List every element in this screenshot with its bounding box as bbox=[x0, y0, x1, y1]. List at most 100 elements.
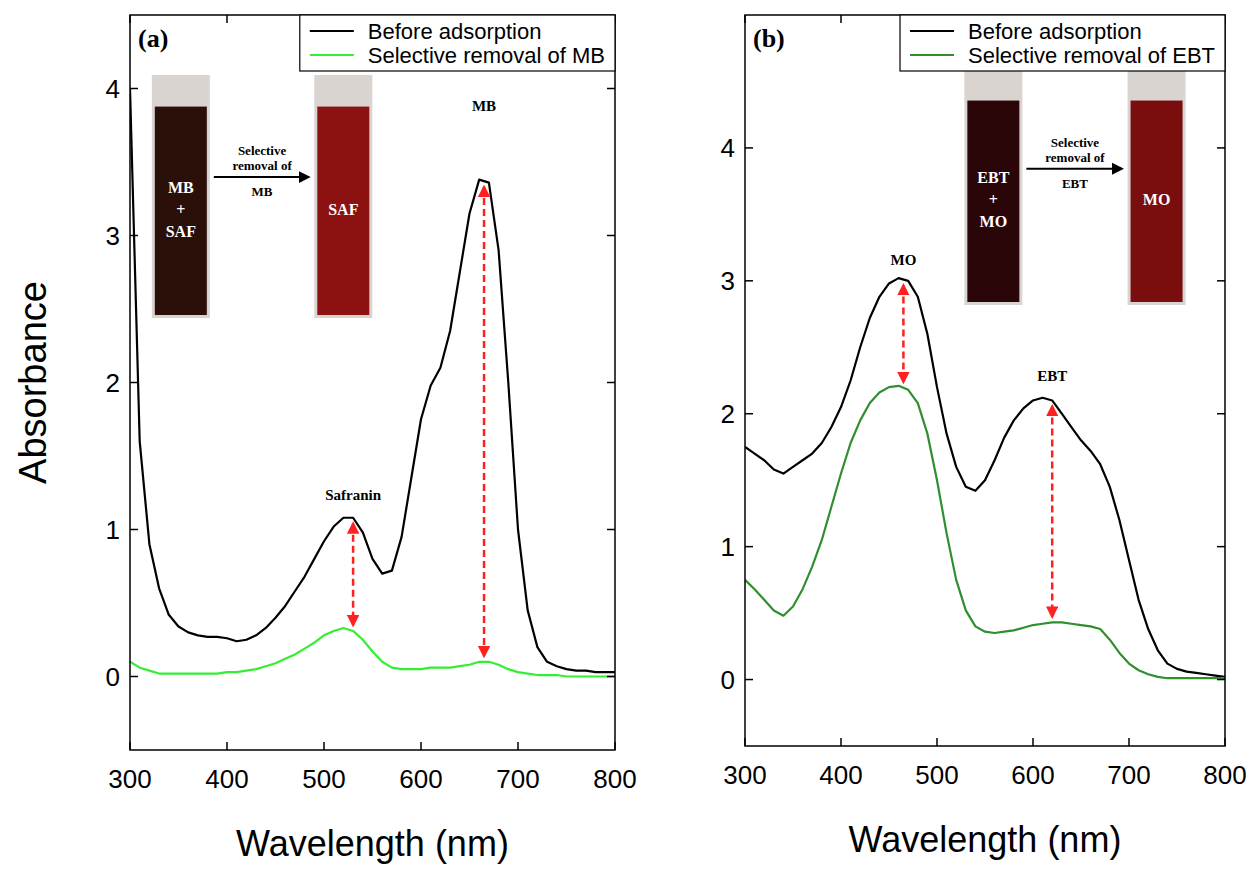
x-axis-title: Wavelength (nm) bbox=[236, 823, 509, 864]
cuvette-liquid bbox=[1131, 101, 1183, 302]
inset-label: Selective bbox=[1051, 135, 1100, 150]
legend-swatch bbox=[910, 54, 954, 56]
y-tick-label: 0 bbox=[106, 662, 120, 692]
spectrum-line bbox=[745, 386, 1225, 678]
peak-label: MB bbox=[472, 98, 496, 114]
y-tick-label: 4 bbox=[721, 133, 735, 163]
x-tick bbox=[226, 15, 228, 23]
x-tick bbox=[1224, 738, 1226, 746]
legend-swatch bbox=[310, 54, 354, 56]
x-tick bbox=[517, 742, 519, 750]
spectrum-line bbox=[745, 278, 1225, 677]
inset-text: SAF bbox=[328, 201, 358, 218]
y-tick bbox=[1217, 679, 1225, 681]
x-tick-label: 500 bbox=[915, 760, 958, 790]
x-tick bbox=[1128, 738, 1130, 746]
inset-label: EBT bbox=[1062, 176, 1088, 191]
change-arrow bbox=[1051, 406, 1054, 616]
series-group bbox=[130, 89, 615, 677]
y-tick bbox=[607, 88, 615, 90]
y-tick bbox=[607, 676, 615, 678]
inset-label: MB bbox=[252, 184, 273, 199]
x-tick bbox=[226, 742, 228, 750]
x-tick-label: 300 bbox=[723, 760, 766, 790]
x-axis-title: Wavelength (nm) bbox=[849, 819, 1122, 860]
inset-label: Selective bbox=[238, 143, 287, 158]
change-arrow bbox=[902, 285, 905, 381]
cuvette bbox=[152, 75, 210, 318]
x-tick bbox=[1032, 738, 1034, 746]
y-tick-label: 3 bbox=[721, 266, 735, 296]
x-tick-label: 800 bbox=[1203, 760, 1246, 790]
x-tick-label: 600 bbox=[399, 764, 442, 794]
plot-frame bbox=[130, 15, 615, 750]
x-tick bbox=[840, 15, 842, 23]
y-axis-title: Absorbance bbox=[12, 281, 54, 484]
y-tick-label: 3 bbox=[106, 221, 120, 251]
panel: 30040050060070080001234Wavelength (nm)Ab… bbox=[12, 15, 637, 864]
panel: 30040050060070080001234Wavelength (nm)(b… bbox=[721, 15, 1247, 860]
x-tick bbox=[420, 742, 422, 750]
x-tick bbox=[744, 738, 746, 746]
y-tick-label: 1 bbox=[721, 532, 735, 562]
legend-label: Selective removal of MB bbox=[368, 43, 605, 68]
x-tick-label: 800 bbox=[593, 764, 636, 794]
inset-text: MO bbox=[1143, 191, 1171, 208]
x-tick bbox=[614, 742, 616, 750]
y-tick bbox=[745, 546, 753, 548]
x-tick-label: 300 bbox=[108, 764, 151, 794]
y-tick bbox=[1217, 147, 1225, 149]
x-tick bbox=[323, 742, 325, 750]
x-tick-label: 700 bbox=[496, 764, 539, 794]
legend-box bbox=[300, 15, 615, 71]
y-tick bbox=[130, 676, 138, 678]
y-tick-label: 1 bbox=[106, 515, 120, 545]
x-tick bbox=[744, 15, 746, 23]
panel-label: (b) bbox=[753, 24, 785, 53]
inset-label: removal of bbox=[232, 158, 292, 173]
peak-label: EBT bbox=[1037, 368, 1067, 384]
y-tick bbox=[745, 679, 753, 681]
x-tick-label: 600 bbox=[1011, 760, 1054, 790]
peak-label: MO bbox=[890, 252, 916, 268]
x-tick-label: 400 bbox=[819, 760, 862, 790]
x-tick bbox=[129, 742, 131, 750]
y-tick bbox=[745, 147, 753, 149]
y-tick bbox=[130, 88, 138, 90]
y-tick-label: 2 bbox=[106, 368, 120, 398]
y-tick-label: 0 bbox=[721, 665, 735, 695]
y-tick bbox=[1217, 280, 1225, 282]
inset-text: + bbox=[989, 191, 998, 208]
cuvette bbox=[964, 70, 1022, 305]
x-tick bbox=[840, 738, 842, 746]
inset-text: + bbox=[176, 201, 185, 218]
y-tick bbox=[1217, 546, 1225, 548]
legend-label: Before adsorption bbox=[968, 19, 1142, 44]
cuvette bbox=[314, 75, 372, 318]
y-tick bbox=[130, 382, 138, 384]
y-tick bbox=[1217, 413, 1225, 415]
legend-swatch bbox=[910, 30, 954, 32]
spectrum-line bbox=[130, 89, 615, 673]
peak-label: Safranin bbox=[325, 487, 382, 503]
cuvette-liquid bbox=[155, 107, 207, 315]
inset-text: MB bbox=[168, 179, 194, 196]
y-tick bbox=[745, 413, 753, 415]
change-arrow bbox=[352, 524, 355, 625]
y-tick bbox=[607, 382, 615, 384]
y-tick bbox=[607, 235, 615, 237]
change-arrow bbox=[483, 187, 486, 656]
y-tick bbox=[130, 529, 138, 531]
inset-text: MO bbox=[980, 213, 1008, 230]
cuvette-liquid bbox=[967, 101, 1019, 302]
cuvette bbox=[1128, 70, 1186, 305]
figure: 300 400 500 600 700 800 0 1 2 3 4 Wavelength (nm) Ab… bbox=[0, 0, 1257, 875]
inset-text: EBT bbox=[977, 169, 1009, 186]
x-tick bbox=[129, 15, 131, 23]
inset-arrow bbox=[214, 176, 308, 178]
x-tick-label: 700 bbox=[1107, 760, 1150, 790]
cuvette-liquid bbox=[317, 107, 369, 315]
x-tick-label: 400 bbox=[205, 764, 248, 794]
legend: Before adsorptionSelective removal of EB… bbox=[900, 15, 1225, 71]
spectrum-line bbox=[130, 628, 615, 677]
